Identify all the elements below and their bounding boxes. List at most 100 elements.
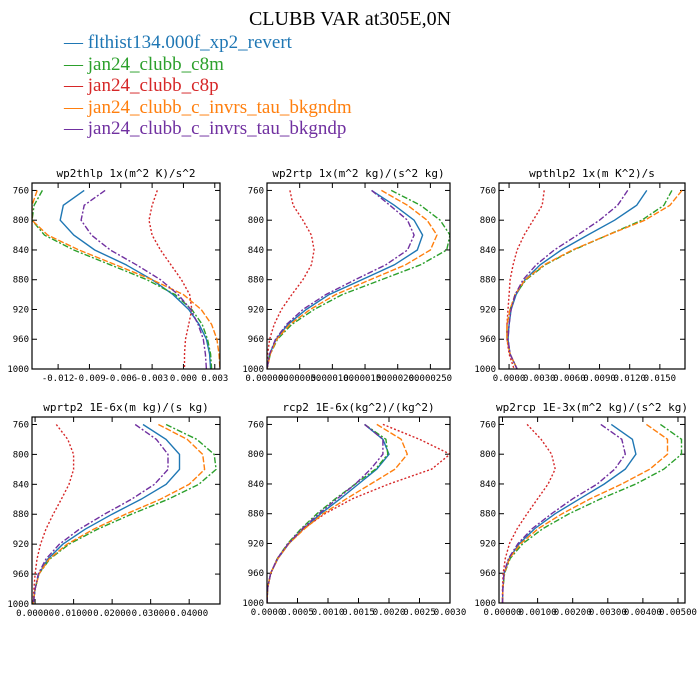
x-tick-label: 0.00000 <box>484 608 522 618</box>
chart-title: wpthlp2 1x(m K^2)/s <box>529 167 655 180</box>
series-line <box>501 423 556 603</box>
y-tick-label: 920 <box>13 540 29 550</box>
legend-item: — jan24_clubb_c8m <box>64 54 352 76</box>
plot-frame <box>31 416 221 605</box>
y-tick-label: 840 <box>248 480 264 490</box>
plot-frame <box>266 416 451 604</box>
y-tick-label: 840 <box>480 246 496 256</box>
y-tick-label: 960 <box>480 569 496 579</box>
y-tick-label: 840 <box>480 480 496 490</box>
legend-label: jan24_clubb_c_invrs_tau_bkgndm <box>87 96 352 118</box>
x-tick-label: 0.00400 <box>624 608 662 618</box>
series-line <box>267 189 424 369</box>
legend-item: — flthist134.000f_xp2_revert <box>64 32 352 54</box>
plot-frame <box>31 182 221 370</box>
x-tick-label: -0.003 <box>136 374 169 384</box>
legend-dash: — <box>64 75 88 96</box>
series-line <box>507 190 648 369</box>
x-tick-label: 0.00100 <box>519 608 557 618</box>
legend-dash: — <box>64 118 88 139</box>
x-tick-label: 0.0025 <box>403 608 436 618</box>
chart-panel: wp2rtp 1x(m^2 kg)/(s^2 kg) 760 800 840 880 92… <box>242 167 452 384</box>
series-line <box>507 190 629 369</box>
y-tick-label: 840 <box>248 246 264 256</box>
x-tick-label: 0.0005 <box>281 608 314 618</box>
x-tick-label: 0.000 <box>170 374 197 384</box>
chart-panel: wp2thlp 1x(m^2 K)/s^2 760 800 840 880 920 960 1… <box>7 167 228 384</box>
x-tick-label: 0.03000 <box>132 609 170 619</box>
x-tick-label: 0.0120 <box>613 374 646 384</box>
x-tick-label: 0.000200 <box>376 374 419 384</box>
y-tick-label: 920 <box>480 539 496 549</box>
x-tick-label: 0.0030 <box>434 608 467 618</box>
series-line <box>267 189 415 369</box>
y-tick-label: 960 <box>248 569 264 579</box>
series-line <box>80 189 208 369</box>
y-tick-label: 960 <box>248 335 264 345</box>
series-line <box>148 190 193 369</box>
x-tick-label: 0.01000 <box>55 609 93 619</box>
y-tick-label: 1000 <box>474 599 496 609</box>
y-tick-label: 800 <box>13 216 29 226</box>
y-tick-label: 960 <box>480 335 496 345</box>
x-tick-label: 0.04000 <box>170 609 208 619</box>
series-line <box>267 423 384 603</box>
x-tick-label: 0.003 <box>201 374 228 384</box>
x-tick-label: -0.009 <box>73 374 106 384</box>
y-tick-label: 760 <box>480 186 496 196</box>
chart-title: rcp2 1E-6x(kg^2)/(kg^2) <box>282 401 434 414</box>
chart-title: wp2rtp 1x(m^2 kg)/(s^2 kg) <box>272 167 444 180</box>
series-line <box>267 423 450 603</box>
x-tick-label: -0.006 <box>105 374 138 384</box>
x-tick-label: 0.000000 <box>245 374 288 384</box>
legend-item: — jan24_clubb_c_invrs_tau_bkgndm <box>64 97 352 119</box>
y-tick-label: 880 <box>480 276 496 286</box>
x-tick-label: 0.0015 <box>342 608 375 618</box>
y-tick-label: 880 <box>480 510 496 520</box>
y-tick-label: 920 <box>480 305 496 315</box>
legend-item: — jan24_clubb_c8p <box>64 75 352 97</box>
series-line <box>32 423 169 604</box>
y-tick-label: 1000 <box>7 600 29 610</box>
chart-panel: wprtp2 1E-6x(m kg)/(s kg) 760 800 840 880 920… <box>7 401 221 619</box>
y-tick-label: 1000 <box>242 599 264 609</box>
x-tick-label: 0.00200 <box>554 608 592 618</box>
y-tick-label: 1000 <box>7 365 29 375</box>
y-tick-label: 760 <box>248 420 264 430</box>
legend-dash: — <box>64 53 88 75</box>
x-tick-label: 0.0060 <box>553 374 586 384</box>
legend-label: jan24_clubb_c_invrs_tau_bkgndp <box>87 118 347 139</box>
x-tick-label: 0.000050 <box>278 374 321 384</box>
legend-label: jan24_clubb_c8m <box>87 53 224 75</box>
y-tick-label: 800 <box>248 216 264 226</box>
x-tick-label: 0.0000 <box>493 374 526 384</box>
y-tick-label: 760 <box>248 186 264 196</box>
y-tick-label: 840 <box>13 480 29 490</box>
legend: — flthist134.000f_xp2_revert — jan24_clu… <box>64 32 352 140</box>
y-tick-label: 800 <box>480 450 496 460</box>
series-line <box>267 190 315 369</box>
y-tick-label: 800 <box>13 450 29 460</box>
y-tick-label: 880 <box>13 276 29 286</box>
x-tick-label: 0.0020 <box>373 608 406 618</box>
x-tick-label: 0.00500 <box>659 608 697 618</box>
y-tick-label: 760 <box>13 420 29 430</box>
chart-title: wp2rcp 1E-3x(m^2 kg)/(s^2 kg) <box>496 401 688 414</box>
chart-title: wp2thlp 1x(m^2 K)/s^2 <box>56 167 195 180</box>
y-tick-label: 800 <box>248 450 264 460</box>
plot-frame <box>498 416 686 604</box>
series-line <box>59 189 212 369</box>
series-line <box>501 423 669 603</box>
series-line <box>267 423 390 603</box>
y-tick-label: 920 <box>248 305 264 315</box>
y-tick-label: 920 <box>13 305 29 315</box>
y-tick-label: 960 <box>13 570 29 580</box>
x-tick-label: 0.0090 <box>583 374 616 384</box>
series-line <box>32 423 206 604</box>
x-tick-label: 0.000150 <box>343 374 386 384</box>
legend-dash: — <box>64 96 88 118</box>
series-line <box>506 190 545 369</box>
x-tick-label: 0.000250 <box>409 374 452 384</box>
y-tick-label: 800 <box>480 216 496 226</box>
